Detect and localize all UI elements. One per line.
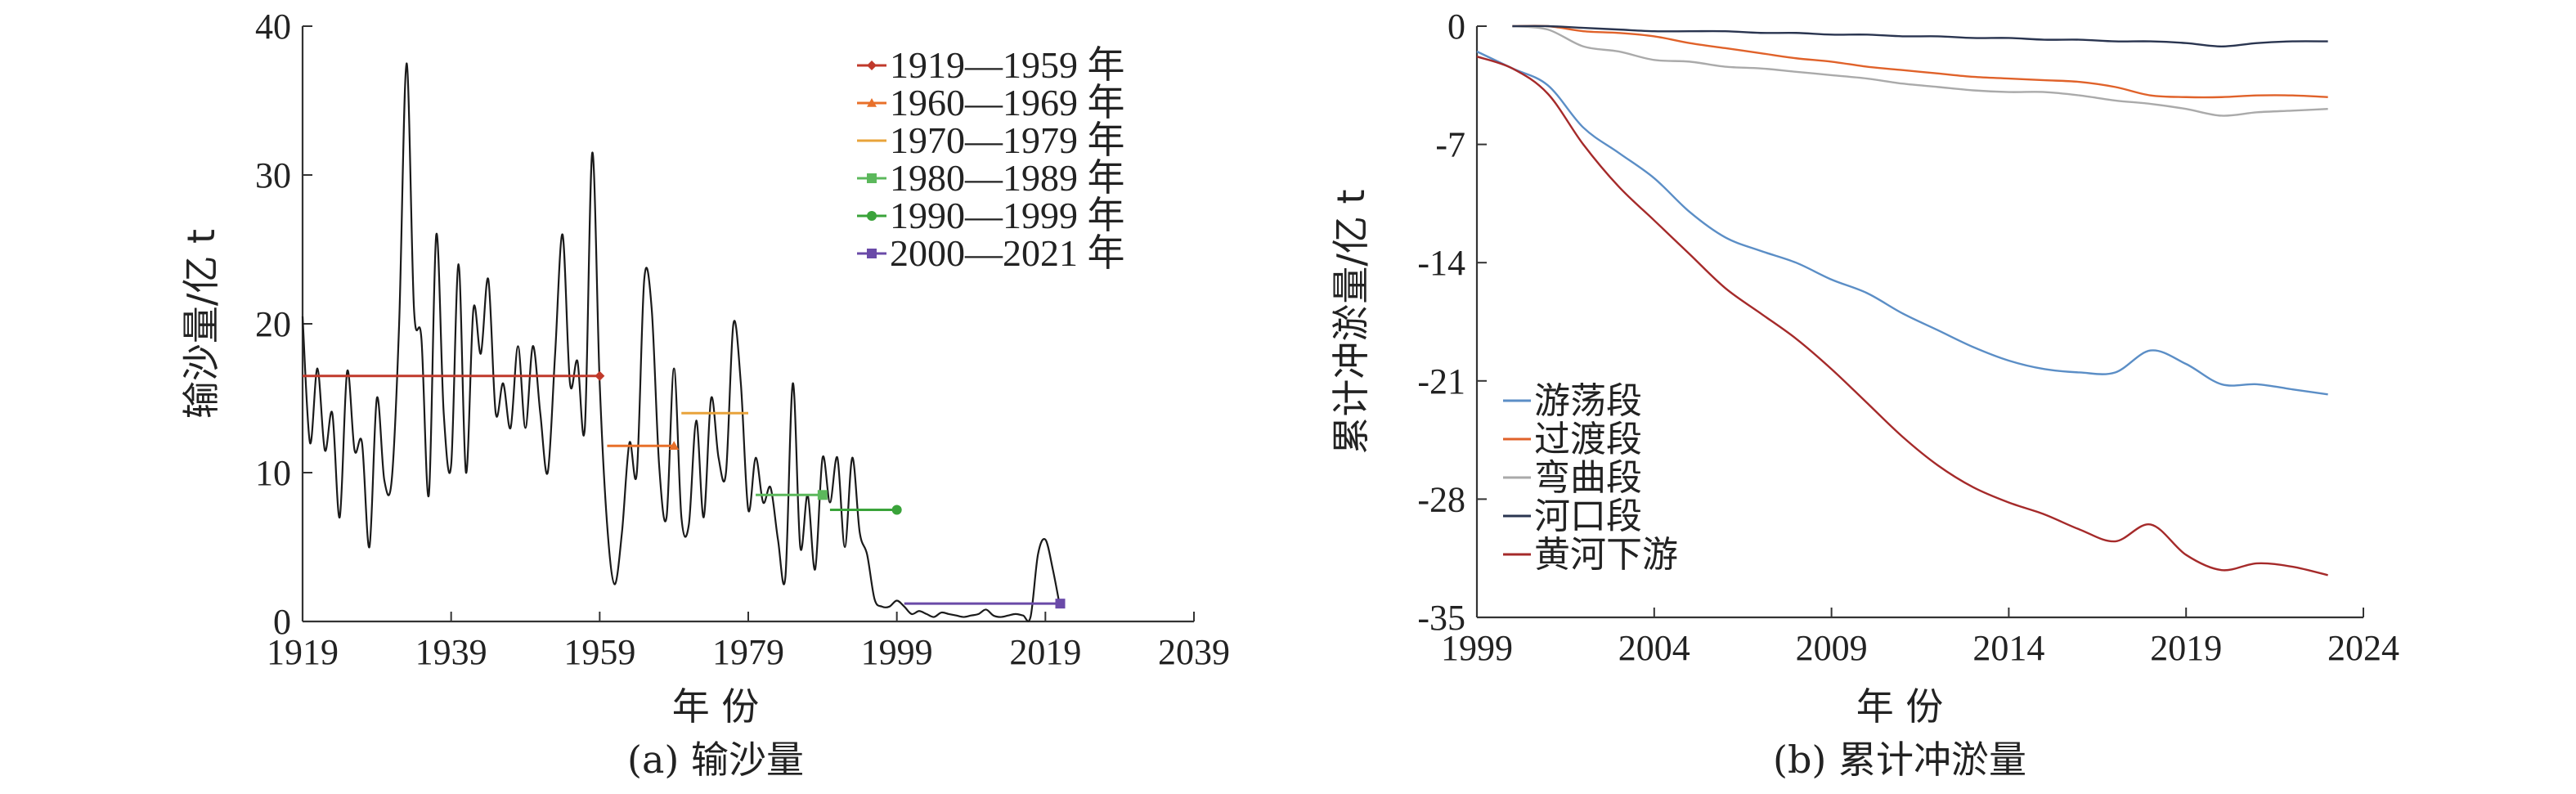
chart-a-y-tick-label: 30 bbox=[255, 155, 291, 195]
chart-b-y-tick-label: -28 bbox=[1417, 479, 1465, 519]
chart-a-y-tick-label: 0 bbox=[273, 602, 291, 642]
chart-a-x-tick-label: 2019 bbox=[1009, 632, 1081, 672]
chart-a-legend-marker-0 bbox=[867, 61, 877, 70]
chart-a-annual-series-line bbox=[301, 62, 1061, 622]
chart-a-legend-label-2: 1970—1979 年 bbox=[890, 119, 1125, 161]
chart-a-caption: (a) 输沙量 bbox=[627, 738, 804, 782]
chart-a-period-mean-marker-4 bbox=[891, 505, 902, 515]
chart-b-x-tick-label: 2019 bbox=[2150, 628, 2222, 668]
chart-b-y-tick-label: -7 bbox=[1435, 125, 1465, 165]
chart-a-x-tick-label: 1939 bbox=[415, 632, 487, 672]
chart-b-y-tick-label: -35 bbox=[1417, 598, 1465, 638]
chart-b-y-tick-label: 0 bbox=[1447, 7, 1465, 47]
chart-a-x-tick-label: 1919 bbox=[267, 632, 339, 672]
chart-a-x-tick-label: 2039 bbox=[1158, 632, 1230, 672]
chart-b-legend-label-0: 游荡段 bbox=[1534, 380, 1642, 422]
chart-a-legend-marker-3 bbox=[867, 173, 877, 183]
chart-a-legend-marker-1 bbox=[867, 98, 877, 107]
chart-b-x-tick-label: 2009 bbox=[1796, 628, 1868, 668]
chart-b-series-line-1 bbox=[1512, 25, 2328, 99]
chart-a-legend-label-0: 1919—1959 年 bbox=[890, 44, 1125, 86]
chart-a-legend-label-5: 2000—2021 年 bbox=[890, 232, 1125, 274]
chart-a-legend-label-1: 1960—1969 年 bbox=[890, 82, 1125, 123]
chart-b-y-axis-title: 累计冲淤量/亿 t bbox=[1329, 189, 1373, 454]
chart-b-legend-label-2: 弯曲段 bbox=[1534, 457, 1642, 499]
chart-a-x-axis-title: 年 份 bbox=[672, 684, 760, 729]
chart-a-legend-marker-5 bbox=[867, 249, 877, 258]
chart-a-period-mean-marker-3 bbox=[817, 490, 828, 500]
chart-b-series-line-2 bbox=[1512, 25, 2328, 117]
chart-a-y-tick-label: 20 bbox=[255, 304, 291, 344]
chart-a-period-mean-marker-5 bbox=[1055, 599, 1066, 609]
chart-b-legend-label-3: 河口段 bbox=[1534, 496, 1642, 537]
chart-a-x-tick-label: 1999 bbox=[861, 632, 933, 672]
chart-b-y-tick-label: -21 bbox=[1417, 361, 1465, 401]
chart-a-x-tick-label: 1979 bbox=[712, 632, 784, 672]
chart-b-x-tick-label: 2014 bbox=[1972, 628, 2044, 668]
chart-b-legend-label-4: 黄河下游 bbox=[1534, 534, 1678, 576]
chart-b-x-tick-label: 2004 bbox=[1618, 628, 1690, 668]
chart-a-y-tick-label: 40 bbox=[255, 7, 291, 47]
chart-a-legend-label-3: 1980—1989 年 bbox=[890, 157, 1125, 199]
chart-a-period-mean-marker-0 bbox=[595, 370, 605, 381]
chart-b-legend-label-1: 过渡段 bbox=[1534, 419, 1642, 460]
chart-a-sediment-load: 0 10 20 30 40 1919 1939 1959 1979 1999 2019 2039 年 份… bbox=[179, 7, 1230, 782]
chart-a-legend-marker-4 bbox=[867, 211, 877, 221]
chart-b-series-line-3 bbox=[1512, 25, 2328, 47]
chart-b-x-tick-label: 1999 bbox=[1441, 628, 1513, 668]
chart-b-x-axis-title: 年 份 bbox=[1856, 684, 1944, 729]
chart-b-series-line-4 bbox=[1476, 56, 2328, 576]
chart-a-y-tick-label: 10 bbox=[255, 453, 291, 493]
chart-b-series-line-0 bbox=[1476, 50, 2328, 396]
chart-a-x-tick-label: 1959 bbox=[563, 632, 635, 672]
chart-b-y-tick-label: -14 bbox=[1417, 243, 1465, 283]
chart-a-y-axis-title: 输沙量/亿 t bbox=[179, 229, 223, 419]
chart-b-caption: (b) 累计冲淤量 bbox=[1773, 738, 2026, 782]
chart-a-legend-label-4: 1990—1999 年 bbox=[890, 195, 1125, 236]
chart-a-period-mean-marker-1 bbox=[669, 441, 680, 451]
chart-b-x-tick-label: 2024 bbox=[2327, 628, 2399, 668]
